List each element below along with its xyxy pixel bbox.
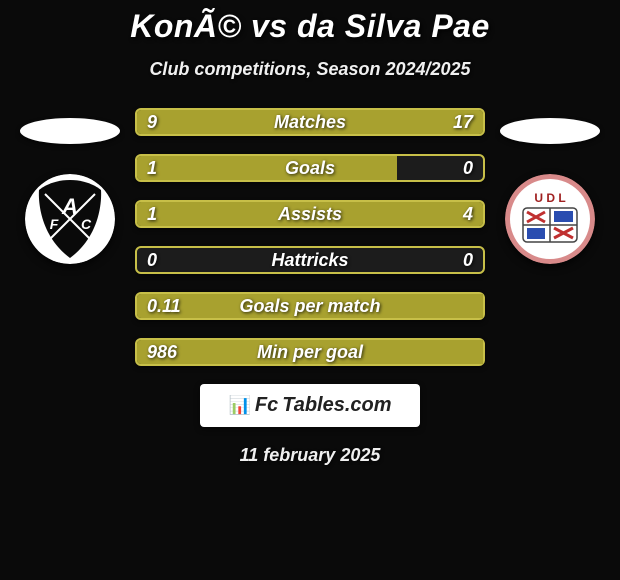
stat-bar: 10Goals (135, 154, 485, 182)
source-badge[interactable]: 📊 FcTables.com (200, 384, 419, 427)
stat-bar: 14Assists (135, 200, 485, 228)
chart-icon: 📊 (228, 395, 250, 416)
brand-suffix: Tables.com (282, 394, 391, 417)
stat-label: Hattricks (137, 248, 483, 272)
shield-icon: U D L (505, 174, 595, 264)
left-ellipse (20, 118, 120, 144)
bar-fill-left (137, 340, 483, 364)
date-label: 11 february 2025 (240, 445, 381, 466)
svg-text:U D L: U D L (534, 191, 565, 205)
left-column: A F C (15, 108, 125, 264)
right-column: U D L (495, 108, 605, 264)
bar-fill-left (137, 110, 258, 134)
svg-text:A: A (61, 194, 78, 219)
bar-fill-left (137, 202, 206, 226)
bar-fill-left (137, 156, 397, 180)
page-subtitle: Club competitions, Season 2024/2025 (149, 59, 470, 80)
right-team-badge: U D L (505, 174, 595, 264)
stat-bar: 0 0Hattricks (135, 246, 485, 274)
brand-prefix: Fc (255, 394, 278, 417)
stat-bar: 0.11Goals per match (135, 292, 485, 320)
comparison-card: KonÃ© vs da Silva Pae Club competitions,… (0, 0, 620, 580)
left-team-badge: A F C (25, 174, 115, 264)
stat-value-right: 0 (463, 156, 473, 180)
page-title: KonÃ© vs da Silva Pae (130, 8, 490, 45)
svg-text:C: C (81, 216, 92, 232)
stat-bars: 917Matches10Goals14Assists00Hattricks0.1… (135, 108, 485, 366)
right-ellipse (500, 118, 600, 144)
bar-fill-right (258, 110, 483, 134)
stat-bar: 986Min per goal (135, 338, 485, 366)
stat-value-left: 0 (147, 248, 157, 272)
bar-fill-right (206, 202, 483, 226)
stat-bar: 917Matches (135, 108, 485, 136)
stat-value-right: 0 (463, 248, 473, 272)
main-row: A F C 917Matches10Goals14Assists00Hattri… (0, 108, 620, 366)
svg-text:F: F (50, 216, 59, 232)
shield-icon: A F C (25, 174, 115, 264)
bar-fill-left (137, 294, 483, 318)
